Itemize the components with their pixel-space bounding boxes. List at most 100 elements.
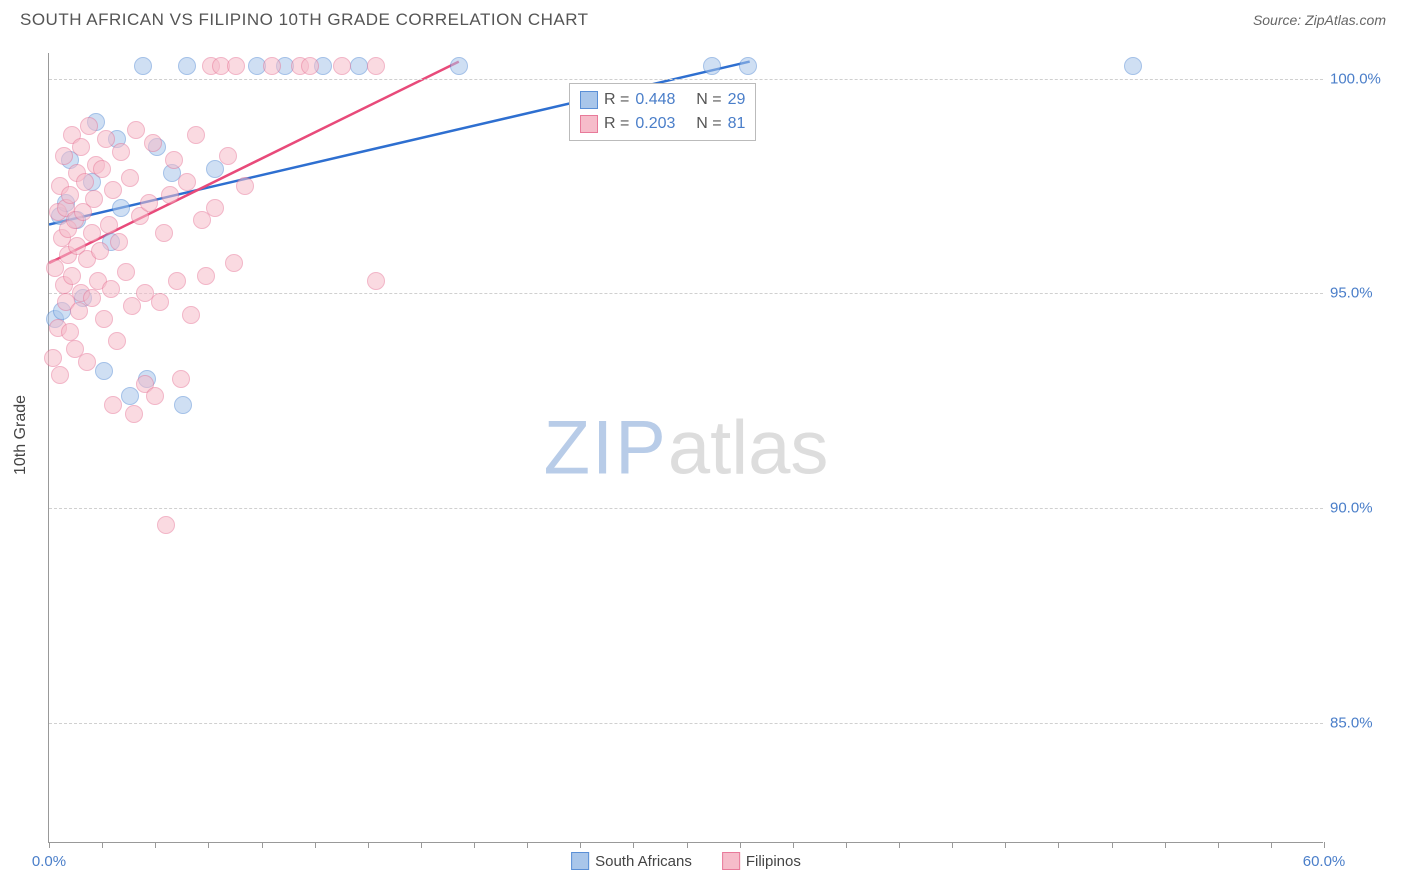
- scatter-point: [236, 177, 254, 195]
- scatter-point: [117, 263, 135, 281]
- scatter-point: [301, 57, 319, 75]
- source-prefix: Source:: [1253, 12, 1305, 28]
- legend-swatch-filipinos: [722, 852, 740, 870]
- x-tick: [846, 842, 847, 848]
- scatter-point: [227, 57, 245, 75]
- gridline-h: [49, 79, 1323, 80]
- x-tick: [740, 842, 741, 848]
- scatter-point: [76, 173, 94, 191]
- source-name: ZipAtlas.com: [1305, 12, 1386, 28]
- legend-top-swatch-1: [580, 115, 598, 133]
- legend-top-row-0: R = 0.448 N = 29: [580, 88, 745, 112]
- scatter-point: [703, 57, 721, 75]
- scatter-point: [168, 272, 186, 290]
- gridline-h: [49, 723, 1323, 724]
- x-tick: [527, 842, 528, 848]
- scatter-point: [55, 147, 73, 165]
- scatter-point: [61, 323, 79, 341]
- x-tick: [793, 842, 794, 848]
- x-tick: [580, 842, 581, 848]
- scatter-point: [61, 186, 79, 204]
- y-tick-label: 100.0%: [1330, 70, 1385, 87]
- scatter-point: [157, 516, 175, 534]
- r-value-0: 0.448: [635, 88, 675, 112]
- legend-top-stats: R = 0.448 N = 29 R = 0.203 N = 81: [569, 83, 756, 141]
- scatter-point: [333, 57, 351, 75]
- x-tick: [421, 842, 422, 848]
- gridline-h: [49, 508, 1323, 509]
- scatter-point: [80, 117, 98, 135]
- x-tick: [899, 842, 900, 848]
- scatter-point: [197, 267, 215, 285]
- scatter-point: [127, 121, 145, 139]
- legend-item-south-africans: South Africans: [571, 852, 692, 870]
- scatter-point: [225, 254, 243, 272]
- x-tick: [262, 842, 263, 848]
- legend-top-row-1: R = 0.203 N = 81: [580, 112, 745, 136]
- scatter-point: [161, 186, 179, 204]
- legend-bottom: South Africans Filipinos: [571, 852, 801, 870]
- scatter-point: [155, 224, 173, 242]
- x-tick: [49, 842, 50, 848]
- scatter-point: [44, 349, 62, 367]
- chart-source: Source: ZipAtlas.com: [1253, 12, 1386, 28]
- scatter-point: [51, 366, 69, 384]
- x-tick: [1271, 842, 1272, 848]
- scatter-point: [172, 370, 190, 388]
- scatter-point: [108, 332, 126, 350]
- scatter-point: [104, 396, 122, 414]
- n-label: N =: [696, 112, 721, 136]
- scatter-point: [95, 310, 113, 328]
- scatter-point: [121, 387, 139, 405]
- scatter-point: [182, 306, 200, 324]
- x-tick: [633, 842, 634, 848]
- scatter-point: [187, 126, 205, 144]
- scatter-point: [125, 405, 143, 423]
- scatter-point: [63, 267, 81, 285]
- scatter-point: [367, 272, 385, 290]
- scatter-point: [102, 280, 120, 298]
- x-tick: [208, 842, 209, 848]
- scatter-point: [219, 147, 237, 165]
- x-tick-label: 0.0%: [32, 853, 66, 870]
- legend-swatch-south-africans: [571, 852, 589, 870]
- x-tick: [687, 842, 688, 848]
- scatter-point: [178, 173, 196, 191]
- scatter-point: [263, 57, 281, 75]
- x-tick-label: 60.0%: [1303, 853, 1346, 870]
- scatter-point: [144, 134, 162, 152]
- scatter-point: [450, 57, 468, 75]
- scatter-point: [112, 199, 130, 217]
- legend-top-swatch-0: [580, 91, 598, 109]
- watermark: ZIPatlas: [544, 404, 829, 491]
- x-tick: [1005, 842, 1006, 848]
- scatter-point: [83, 289, 101, 307]
- scatter-point: [140, 194, 158, 212]
- scatter-point: [134, 57, 152, 75]
- x-tick: [1324, 842, 1325, 848]
- scatter-point: [100, 216, 118, 234]
- x-tick: [315, 842, 316, 848]
- watermark-zip: ZIP: [544, 405, 668, 490]
- y-tick-label: 90.0%: [1330, 500, 1385, 517]
- scatter-point: [151, 293, 169, 311]
- gridline-h: [49, 293, 1323, 294]
- scatter-point: [206, 199, 224, 217]
- scatter-point: [146, 387, 164, 405]
- scatter-point: [165, 151, 183, 169]
- scatter-point: [1124, 57, 1142, 75]
- scatter-point: [97, 130, 115, 148]
- legend-label-south-africans: South Africans: [595, 853, 692, 870]
- legend-item-filipinos: Filipinos: [722, 852, 801, 870]
- chart-header: SOUTH AFRICAN VS FILIPINO 10TH GRADE COR…: [0, 0, 1406, 35]
- plot-area: ZIPatlas South Africans Filipinos 85.0%9…: [48, 53, 1323, 843]
- scatter-point: [350, 57, 368, 75]
- n-label: N =: [696, 88, 721, 112]
- x-tick: [102, 842, 103, 848]
- n-value-0: 29: [728, 88, 746, 112]
- scatter-point: [110, 233, 128, 251]
- scatter-point: [95, 362, 113, 380]
- scatter-point: [104, 181, 122, 199]
- r-label: R =: [604, 112, 629, 136]
- x-tick: [1218, 842, 1219, 848]
